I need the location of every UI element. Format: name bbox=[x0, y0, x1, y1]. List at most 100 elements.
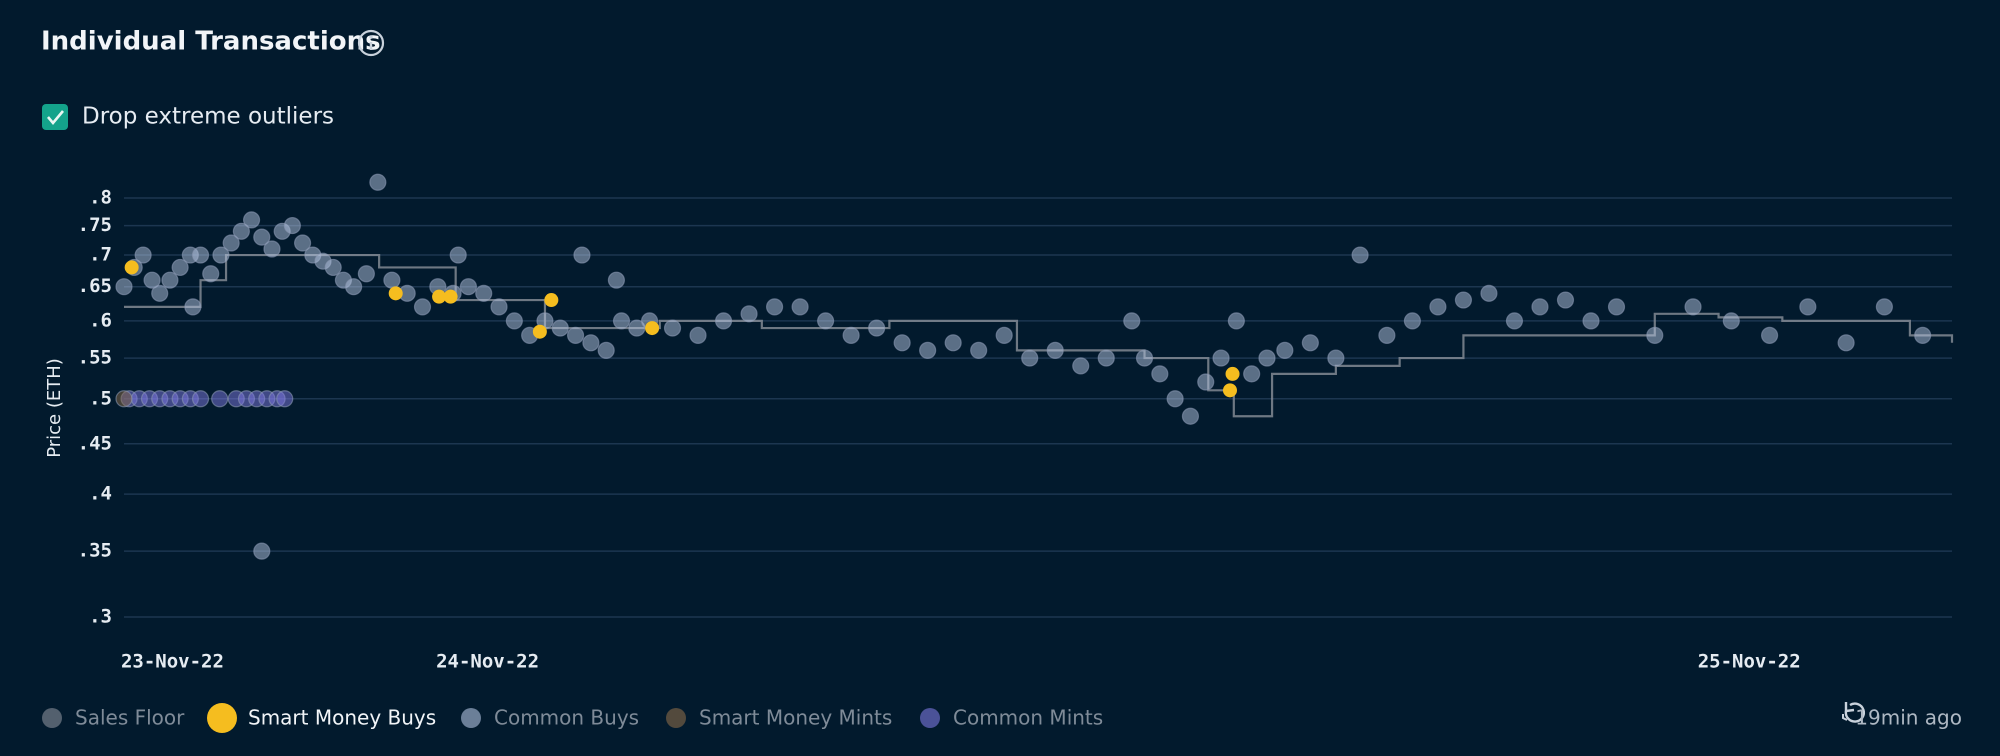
data-point bbox=[1505, 312, 1524, 330]
data-point bbox=[740, 305, 758, 323]
data-point bbox=[1454, 291, 1473, 309]
checkbox-label[interactable]: Drop extreme outliers bbox=[82, 104, 334, 130]
legend-item[interactable]: Sales Floor bbox=[42, 706, 185, 730]
y-tick-label: .55 bbox=[78, 347, 112, 369]
data-point bbox=[345, 278, 363, 296]
data-point bbox=[263, 240, 281, 258]
data-point bbox=[689, 326, 707, 344]
data-point bbox=[1378, 326, 1396, 344]
y-tick-label: .45 bbox=[78, 432, 112, 454]
data-point bbox=[505, 312, 523, 330]
data-point bbox=[293, 234, 312, 252]
data-point bbox=[1046, 341, 1064, 359]
data-point bbox=[1722, 312, 1740, 330]
data-point bbox=[1429, 298, 1447, 316]
data-point bbox=[1301, 334, 1319, 352]
data-point bbox=[475, 284, 493, 302]
data-point bbox=[970, 341, 988, 359]
data-point bbox=[490, 298, 508, 316]
data-point bbox=[1646, 326, 1664, 344]
data-point bbox=[253, 542, 271, 560]
data-point bbox=[1135, 349, 1154, 367]
data-point bbox=[134, 246, 152, 264]
data-point bbox=[919, 341, 937, 359]
data-point bbox=[597, 341, 615, 359]
data-point bbox=[324, 258, 342, 277]
data-point bbox=[191, 246, 210, 264]
y-tick-label: .3 bbox=[89, 606, 112, 628]
data-point bbox=[115, 278, 133, 296]
legend-swatch bbox=[920, 708, 940, 728]
data-point bbox=[388, 286, 403, 301]
data-point bbox=[1123, 312, 1141, 330]
data-point bbox=[184, 298, 202, 316]
data-point bbox=[449, 246, 467, 264]
y-tick-label: .7 bbox=[89, 244, 112, 266]
data-point bbox=[1072, 357, 1090, 375]
refresh-icon[interactable] bbox=[1842, 702, 1866, 723]
legend-item[interactable]: Common Buys bbox=[461, 706, 639, 730]
x-tick-label: 25-Nov-22 bbox=[1698, 651, 1801, 673]
data-point bbox=[151, 284, 169, 302]
legend-label: Smart Money Mints bbox=[699, 706, 892, 730]
data-point bbox=[413, 298, 432, 316]
data-point bbox=[551, 319, 569, 337]
info-icon[interactable] bbox=[357, 29, 385, 57]
data-point bbox=[566, 326, 585, 344]
data-point bbox=[191, 390, 210, 408]
data-point bbox=[212, 246, 230, 264]
data-point bbox=[1684, 298, 1702, 316]
y-tick-label: .65 bbox=[78, 275, 112, 297]
legend-label: Sales Floor bbox=[75, 706, 185, 730]
data-point bbox=[1258, 349, 1276, 367]
data-point bbox=[582, 334, 600, 352]
data-point bbox=[944, 334, 962, 352]
data-point bbox=[232, 222, 250, 240]
data-point bbox=[211, 390, 229, 408]
data-point bbox=[369, 173, 387, 191]
data-point bbox=[1327, 349, 1345, 367]
data-point bbox=[791, 298, 809, 316]
data-point bbox=[171, 258, 189, 277]
data-point bbox=[276, 390, 294, 408]
data-point bbox=[1212, 349, 1230, 367]
updated-time: 19min ago bbox=[1855, 706, 1962, 730]
legend-swatch bbox=[666, 708, 686, 728]
checkbox[interactable] bbox=[42, 104, 68, 130]
data-point bbox=[1097, 349, 1115, 367]
data-point bbox=[143, 271, 161, 289]
legend-label: Common Mints bbox=[953, 706, 1103, 730]
data-point bbox=[1531, 298, 1549, 316]
data-point bbox=[242, 211, 261, 229]
data-point bbox=[222, 234, 240, 252]
y-tick-label: .75 bbox=[78, 214, 112, 236]
data-point bbox=[1276, 341, 1294, 359]
data-point bbox=[253, 228, 271, 246]
y-tick-label: .6 bbox=[89, 309, 112, 331]
data-point bbox=[842, 326, 860, 344]
data-point bbox=[573, 246, 591, 264]
legend-label: Common Buys bbox=[494, 706, 639, 730]
data-point bbox=[1403, 312, 1422, 330]
y-tick-label: .8 bbox=[89, 187, 112, 209]
data-point bbox=[432, 289, 447, 304]
x-tick-label: 23-Nov-22 bbox=[121, 651, 224, 673]
data-point bbox=[544, 293, 559, 308]
legend-item[interactable]: Smart Money Buys bbox=[207, 703, 436, 733]
data-point bbox=[161, 271, 179, 289]
sales-floor-line bbox=[124, 253, 1954, 418]
data-point bbox=[459, 278, 478, 296]
data-point bbox=[1151, 365, 1169, 383]
legend-swatch bbox=[207, 703, 237, 733]
data-point bbox=[1480, 284, 1498, 302]
data-point bbox=[532, 324, 547, 339]
legend-item[interactable]: Smart Money Mints bbox=[666, 706, 892, 730]
data-point bbox=[663, 319, 682, 337]
x-tick-label: 24-Nov-22 bbox=[436, 651, 539, 673]
data-point bbox=[995, 326, 1013, 344]
y-tick-label: .35 bbox=[78, 540, 112, 562]
data-point bbox=[607, 271, 625, 289]
legend-item[interactable]: Common Mints bbox=[920, 706, 1103, 730]
data-point bbox=[1799, 298, 1817, 316]
